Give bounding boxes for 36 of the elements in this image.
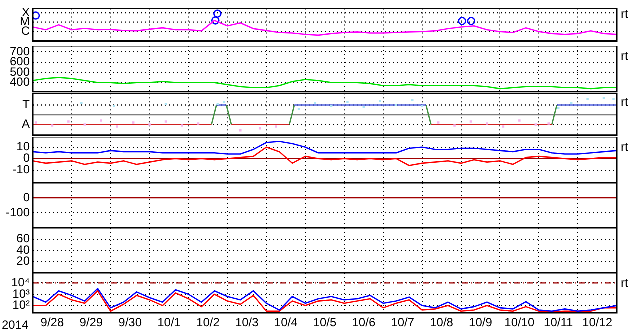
x-tick-label: 10/12	[582, 316, 613, 330]
text: rt	[621, 49, 628, 63]
point	[211, 16, 220, 25]
text: rt	[621, 140, 628, 154]
point	[458, 17, 466, 26]
y-tick-label: 0	[23, 190, 30, 204]
y-tick-label: -10	[12, 162, 30, 177]
point	[467, 17, 476, 26]
y-tick-label: 10	[16, 140, 30, 154]
x-tick-label: 10/8	[430, 316, 454, 330]
y-tick-label: 10²	[12, 298, 30, 312]
x-tick-label: 9/28	[40, 316, 64, 330]
x-tick-label: 9/29	[80, 316, 104, 330]
y-tick-label: 20	[16, 254, 30, 268]
ref-line-label: A	[22, 117, 30, 132]
ref-line-label: C	[21, 24, 30, 38]
point	[214, 10, 222, 18]
y-tick-label: 0	[23, 151, 30, 166]
x-tick-label: 9/30	[118, 316, 142, 330]
text: rt	[621, 95, 628, 109]
text: rt	[621, 276, 628, 290]
x-tick-label: 10/10	[504, 316, 536, 330]
x-tick-label: 10/11	[544, 316, 574, 330]
x-tick-label: 10/6	[352, 316, 376, 330]
x-tick-label: 10/3	[235, 316, 260, 330]
y-tick-label: -100	[6, 205, 30, 220]
x-tick-label: 10/4	[274, 316, 298, 330]
x-tick-label: 10/9	[469, 316, 493, 330]
x-tick-label: 10/1	[158, 316, 182, 330]
ref-line-label: T	[22, 98, 31, 112]
text: rt	[621, 7, 628, 21]
x-tick-label: 10/5	[313, 316, 337, 330]
x-tick-label: 10/7	[391, 316, 415, 330]
point	[33, 12, 40, 20]
x-axis-title: 2014	[2, 318, 29, 332]
x-tick-label: 10/2	[196, 316, 220, 330]
